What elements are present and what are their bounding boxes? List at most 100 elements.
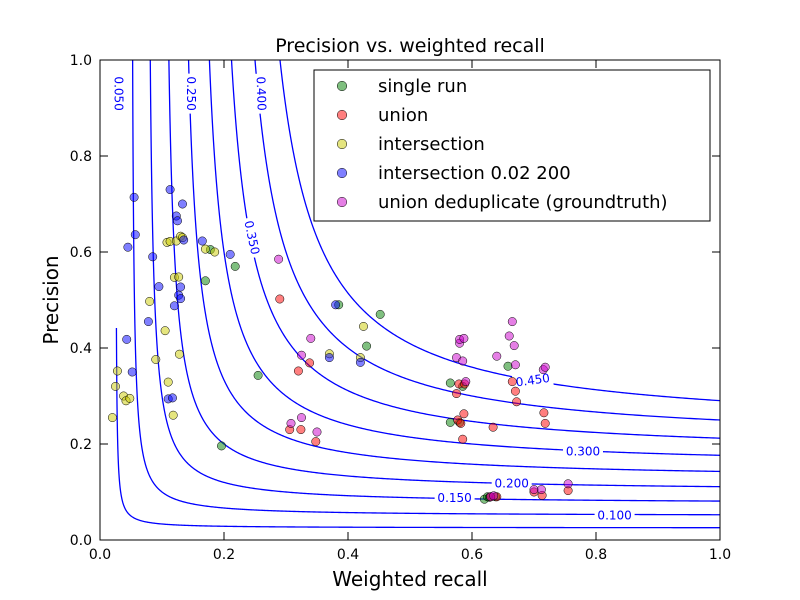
data-point — [362, 341, 372, 351]
data-point — [297, 350, 306, 360]
data-point — [539, 408, 549, 418]
data-point — [217, 441, 226, 451]
contour-label: 0.300 — [566, 445, 600, 459]
contour-label: 0.450 — [515, 371, 551, 390]
data-point — [200, 244, 210, 254]
contour-label: 0.400 — [254, 76, 269, 111]
data-point — [123, 242, 133, 252]
data-point — [445, 417, 455, 427]
data-point — [529, 485, 539, 495]
data-point — [324, 353, 334, 363]
data-point — [169, 301, 179, 311]
data-point — [312, 427, 322, 437]
contour-label: 0.200 — [495, 476, 529, 490]
data-point — [488, 422, 498, 432]
data-point — [293, 366, 303, 376]
scatter-points — [107, 185, 573, 504]
data-point — [225, 249, 235, 259]
data-point — [179, 235, 189, 245]
data-point — [274, 254, 284, 264]
contour-line — [149, 60, 720, 502]
data-point — [510, 386, 520, 396]
data-point — [461, 377, 471, 387]
data-point — [148, 252, 158, 262]
data-point — [331, 300, 341, 310]
data-point — [458, 356, 468, 366]
data-point — [311, 437, 321, 447]
data-point — [168, 393, 177, 403]
legend-label: intersection 0.02 200 — [378, 163, 571, 184]
contour-line — [279, 60, 720, 402]
data-point — [375, 309, 385, 319]
chart-title: Precision vs. weighted recall — [275, 35, 545, 57]
data-point — [174, 272, 184, 282]
x-tick-label: 1.0 — [709, 547, 731, 563]
data-point — [122, 334, 132, 344]
data-point — [456, 418, 466, 428]
axis-ticks: 0.0 0.2 0.4 0.6 0.8 1.0 0.0 0.2 0.4 0.6 0.8 1.0 — [70, 53, 731, 563]
legend-marker — [336, 80, 348, 92]
data-point — [125, 393, 135, 403]
y-axis-title: Precision — [39, 255, 63, 344]
data-point — [230, 261, 240, 271]
data-point — [210, 247, 220, 257]
data-point — [509, 341, 519, 351]
legend-box — [313, 69, 711, 222]
contour-line — [208, 60, 720, 456]
legend-marker — [336, 196, 348, 208]
data-point — [540, 362, 550, 372]
contour-label: 0.250 — [184, 76, 198, 110]
data-point — [163, 377, 173, 387]
data-point — [492, 351, 502, 361]
legend-label: intersection — [378, 134, 485, 155]
x-axis-title: Weighted recall — [332, 567, 488, 591]
y-tick-label: 0.6 — [70, 245, 92, 261]
data-point — [459, 409, 469, 419]
data-point — [512, 397, 522, 407]
data-point — [507, 317, 517, 327]
data-point — [503, 361, 513, 371]
data-point — [296, 425, 306, 435]
legend: single run union intersection intersection … — [313, 69, 711, 222]
contour-line — [131, 60, 720, 516]
data-point — [445, 378, 455, 388]
data-point — [200, 276, 210, 286]
data-point — [540, 418, 550, 428]
data-point — [168, 410, 178, 420]
legend-marker — [336, 167, 348, 179]
legend-label: union deduplicate (groundtruth) — [378, 192, 668, 213]
y-tick-label: 0.4 — [70, 341, 92, 357]
data-point — [145, 296, 155, 306]
data-point — [355, 357, 365, 367]
data-point — [178, 199, 187, 209]
data-point — [151, 355, 161, 364]
x-tick-label: 0.6 — [461, 547, 483, 563]
contour-line — [230, 60, 720, 439]
data-point — [174, 349, 184, 359]
data-point — [507, 377, 517, 387]
data-point — [286, 418, 296, 428]
data-point — [143, 317, 153, 327]
contour-labels: 0.050 0.100 0.150 0.200 0.250 0.300 0.350 0.400… — [110, 73, 635, 524]
data-point — [510, 360, 520, 370]
contour-label: 0.100 — [597, 509, 631, 523]
data-point — [197, 236, 207, 246]
data-point — [107, 413, 117, 423]
contour-line — [115, 328, 720, 529]
data-point — [359, 321, 368, 331]
data-point — [504, 331, 514, 341]
legend-label: union — [378, 105, 428, 126]
contour-label: 0.050 — [112, 76, 126, 110]
data-point — [536, 485, 546, 495]
data-point — [130, 230, 140, 240]
contour-label: 0.350 — [241, 219, 262, 256]
data-point — [489, 491, 499, 501]
data-point — [111, 381, 120, 391]
data-point — [275, 294, 285, 304]
data-point — [127, 367, 137, 377]
y-tick-label: 0.0 — [70, 533, 92, 549]
y-tick-label: 1.0 — [70, 53, 92, 69]
contour-line — [168, 60, 720, 488]
data-point — [458, 434, 468, 444]
